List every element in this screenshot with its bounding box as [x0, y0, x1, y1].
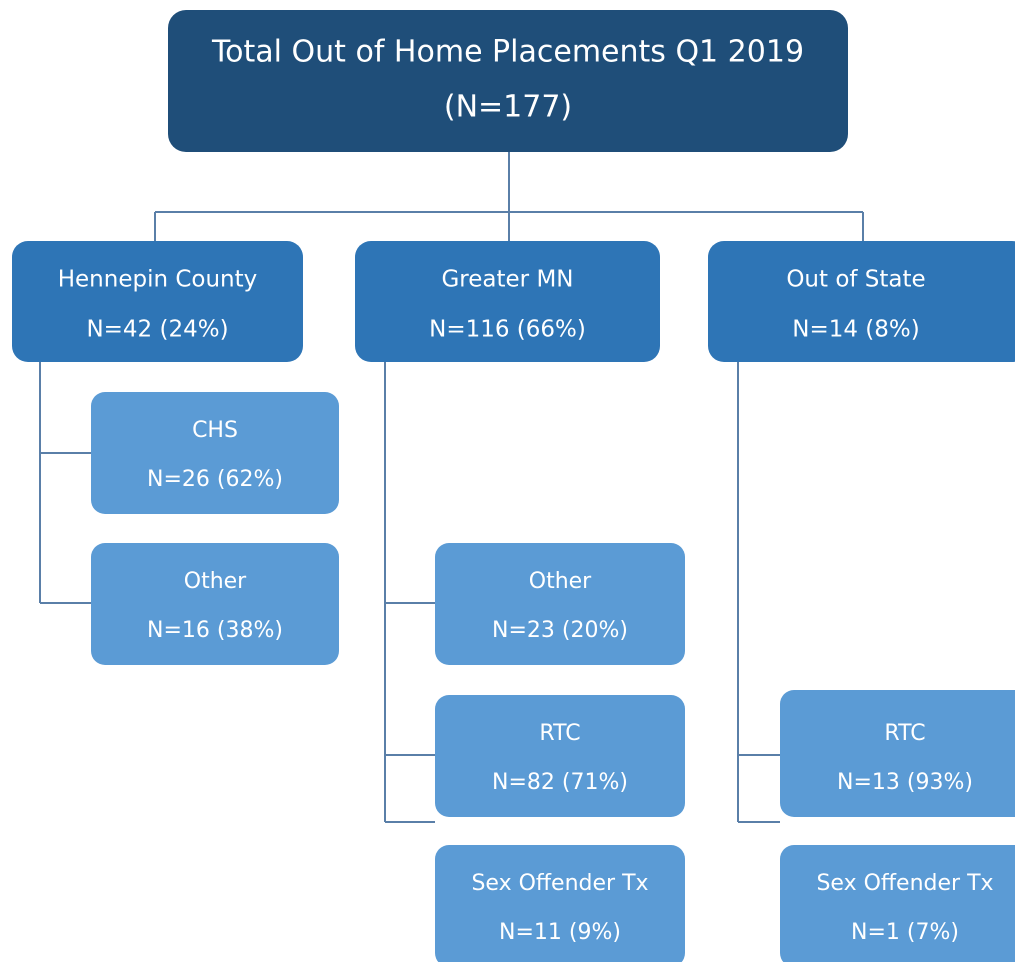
child-count: N=11 (9%) — [499, 920, 621, 945]
child-box — [435, 695, 685, 817]
child-count: N=13 (93%) — [837, 770, 973, 795]
child-count: N=23 (20%) — [492, 618, 628, 643]
child-count: N=1 (7%) — [851, 920, 959, 945]
child-box — [780, 690, 1015, 817]
root-count: (N=177) — [444, 90, 572, 125]
group-label: Greater MN — [441, 267, 573, 293]
connectors — [39, 152, 864, 823]
group-box — [12, 241, 303, 362]
root-title: Total Out of Home Placements Q1 2019 — [211, 35, 804, 70]
child-count: N=16 (38%) — [147, 618, 283, 643]
root-connector — [154, 152, 864, 241]
child-label: Other — [529, 569, 592, 594]
root-box — [168, 10, 848, 152]
child-label: RTC — [539, 721, 580, 746]
out-of-state-connector — [737, 362, 780, 823]
child-count: N=82 (71%) — [492, 770, 628, 795]
group-box — [708, 241, 1015, 362]
group-count: N=14 (8%) — [792, 317, 920, 343]
child-box — [91, 392, 339, 514]
group-label: Out of State — [786, 267, 925, 293]
child-label: CHS — [192, 418, 238, 443]
child-count: N=26 (62%) — [147, 467, 283, 492]
child-label: Other — [184, 569, 247, 594]
hennepin-connector — [39, 362, 91, 604]
child-label: RTC — [884, 721, 925, 746]
child-box — [435, 845, 685, 962]
group-count: N=116 (66%) — [429, 317, 586, 343]
group-box — [355, 241, 660, 362]
child-box — [435, 543, 685, 665]
child-box — [780, 845, 1015, 962]
child-box — [91, 543, 339, 665]
greater-mn-connector — [384, 362, 435, 823]
group-count: N=42 (24%) — [86, 317, 228, 343]
group-label: Hennepin County — [58, 267, 258, 293]
nodes: Hennepin County N=42 (24%) CHS N=26 (62%) Ot… — [12, 241, 1015, 962]
child-label: Sex Offender Tx — [816, 871, 993, 896]
child-label: Sex Offender Tx — [471, 871, 648, 896]
